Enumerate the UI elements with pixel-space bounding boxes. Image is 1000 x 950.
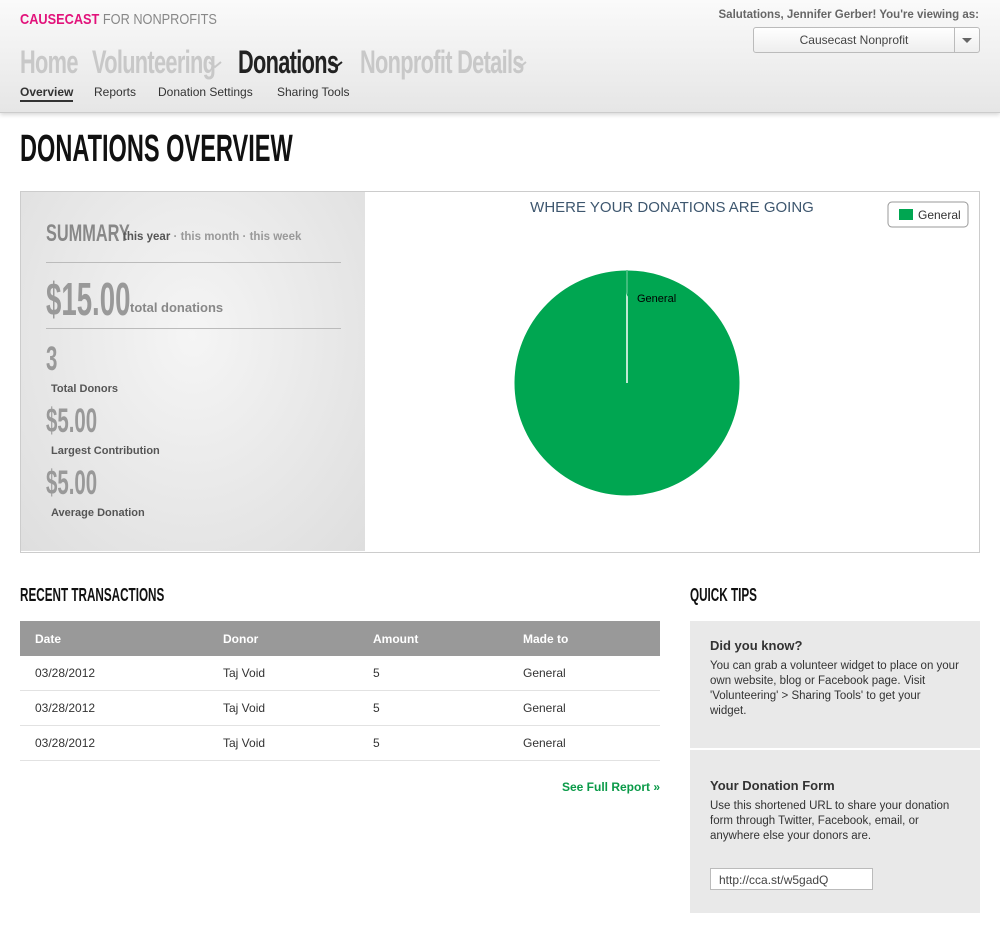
total-label: total donations	[130, 300, 224, 315]
legend-label[interactable]: General	[918, 208, 961, 222]
divider	[46, 262, 341, 263]
subtab-active[interactable]: Overview	[20, 85, 74, 102]
nav-tab[interactable]: Volunteering	[92, 44, 273, 81]
overview-panel	[20, 191, 980, 553]
divider	[46, 328, 341, 329]
tab-chevrons	[208, 61, 527, 69]
nav-tab[interactable]: Donations	[238, 44, 385, 81]
chart-title: WHERE YOUR DONATIONS ARE GOING	[530, 199, 814, 216]
chevron	[331, 61, 343, 68]
brand[interactable]: CAUSECAST FOR NONPROFITS	[20, 11, 252, 28]
summary-title: SUMMARY	[46, 220, 130, 247]
stat-label: Total Donors	[51, 383, 119, 395]
cell: Taj Void	[208, 656, 358, 691]
row: 03/28/2012 Taj Void 5 General	[20, 725, 660, 761]
label-connector	[626, 270, 634, 299]
section-title: QUICK TIPS	[690, 585, 757, 605]
period[interactable]: this week	[249, 231, 302, 243]
legend-swatch	[899, 209, 913, 220]
cell: Taj Void	[208, 725, 358, 761]
account-select[interactable]: Causecast Nonprofit	[753, 27, 980, 53]
period[interactable]: this month	[180, 231, 240, 243]
separator: ·	[173, 231, 178, 243]
column-header: Amount	[358, 621, 508, 656]
dropdown-arrow	[954, 28, 979, 52]
pie-chart: WHERE YOUR DONATIONS ARE GOING General Ge…	[513, 199, 969, 497]
cell: General	[508, 656, 660, 691]
transactions-table: Date Donor Amount Made to 03/28/2012 Taj Voi…	[20, 621, 660, 761]
tab-label: Home	[20, 44, 78, 80]
cell: 5	[358, 690, 508, 726]
nav-tab[interactable]: Home	[20, 44, 105, 81]
slice-label: General	[637, 293, 676, 305]
total-value: $15.00	[46, 273, 131, 325]
column-header: Date	[20, 621, 208, 656]
full-report-link[interactable]: See Full Report »	[561, 780, 660, 794]
tab-label: Nonprofit Details	[360, 44, 524, 80]
stat-label: Largest Contribution	[51, 445, 160, 457]
column-header: Donor	[208, 621, 358, 656]
account-select-text: Causecast Nonprofit	[799, 33, 909, 47]
stat-value: $5.00	[46, 464, 98, 502]
chevron	[513, 61, 527, 69]
row: 03/28/2012 Taj Void 5 General	[20, 690, 660, 726]
column-header: Made to	[508, 621, 660, 656]
subtab[interactable]: Sharing Tools	[277, 85, 350, 99]
section-title: RECENT TRANSACTIONS	[20, 585, 165, 605]
greeting: Salutations, Jennifer Gerber! You're vie…	[718, 9, 980, 21]
legend-box	[887, 201, 969, 228]
subtab[interactable]: Donation Settings	[158, 85, 253, 99]
brand-name: CAUSECAST	[20, 11, 100, 28]
stat-label: Average Donation	[51, 507, 145, 519]
chevron	[208, 61, 222, 69]
cell: 03/28/2012	[20, 656, 208, 691]
separator: ·	[242, 231, 247, 243]
tip-body: Use this shortened URL to share your don…	[710, 800, 950, 842]
cell: 03/28/2012	[20, 690, 208, 726]
cell: 5	[358, 725, 508, 761]
period-switch: this year · this month · this week	[123, 231, 301, 243]
cell: Taj Void	[208, 690, 358, 726]
row: 03/28/2012 Taj Void 5 General	[20, 656, 660, 691]
subtab[interactable]: Reports	[94, 85, 137, 99]
tab-label: Volunteering	[92, 44, 216, 80]
header	[0, 0, 1000, 113]
period[interactable]: this year	[123, 231, 171, 243]
stat-value: 3	[46, 340, 58, 378]
tip-heading: Did you know?	[710, 638, 803, 653]
brand-suffix: FOR NONPROFITS	[102, 11, 217, 28]
header-row: Date Donor Amount Made to	[20, 621, 660, 656]
page-title: DONATIONS OVERVIEW	[20, 128, 293, 170]
tip-content: Did you know? You can grab a volunteer wi…	[690, 621, 980, 719]
cell: 03/28/2012	[20, 725, 208, 761]
tip-content: Your Donation Form Use this shortened URL…	[690, 750, 980, 844]
cell: General	[508, 690, 660, 726]
tip-heading: Your Donation Form	[710, 778, 835, 793]
tip-box: Did you know? You can grab a volunteer wi…	[690, 621, 980, 748]
stat-value: $5.00	[46, 402, 98, 440]
summary-panel	[21, 192, 365, 551]
url-input[interactable]: http://cca.st/w5gadQ	[710, 868, 873, 890]
cell: General	[508, 725, 660, 761]
cell: 5	[358, 656, 508, 691]
tab-label: Donations	[238, 44, 339, 80]
nav-tab[interactable]: Nonprofit Details	[360, 44, 601, 81]
tip-body: You can grab a volunteer widget to place…	[710, 660, 959, 717]
tip-box: Your Donation Form Use this shortened URL…	[690, 750, 980, 913]
